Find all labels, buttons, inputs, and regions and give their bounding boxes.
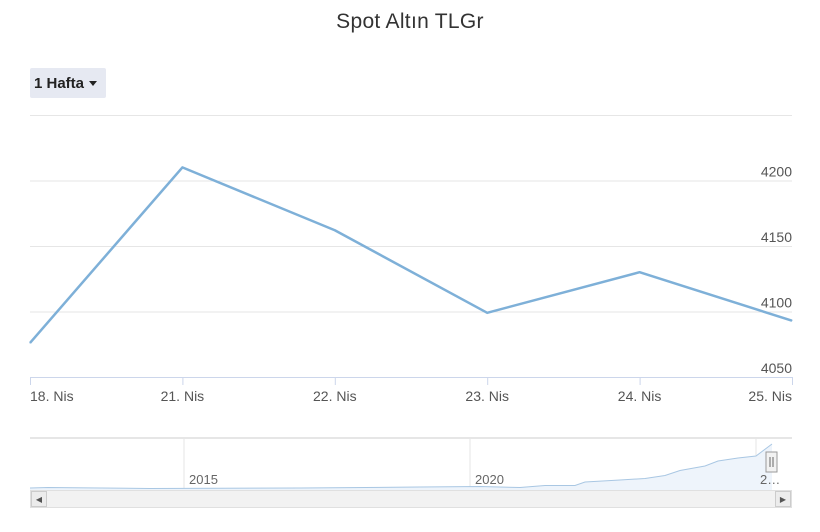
range-selector-dropdown[interactable]: 1 Hafta: [30, 68, 106, 98]
data-point: [334, 229, 336, 231]
y-tick-label: 4100: [761, 295, 792, 311]
arrow-left-icon: ◀: [35, 494, 43, 504]
scroll-right-button[interactable]: ▶: [775, 491, 791, 507]
arrow-right-icon: ▶: [779, 494, 787, 504]
y-tick-label: 4050: [761, 360, 792, 376]
navigator-year-label: 2015: [189, 472, 218, 487]
navigator-area: [30, 444, 772, 490]
x-axis-ticks: 18. Nis 21. Nis 22. Nis 23. Nis 24. Nis 25. N…: [30, 377, 793, 404]
navigator-series-line: [29, 443, 773, 490]
chart-title: Spot Altın TLGr: [336, 10, 484, 33]
x-tick-label: 18. Nis: [30, 388, 74, 404]
navigator-scrollbar[interactable]: ◀ ▶: [30, 490, 792, 508]
y-tick-label: 4200: [761, 164, 792, 180]
navigator-year-label: 2020: [475, 472, 504, 487]
caret-down-icon: [89, 80, 98, 86]
data-point: [29, 342, 31, 344]
scroll-left-button[interactable]: ◀: [31, 491, 47, 507]
navigator[interactable]: 2015 2020 2…: [0, 430, 820, 490]
grid-lines: [30, 115, 792, 313]
y-axis-ticks: 4050 4100 4150 4200: [761, 164, 792, 377]
navigator-year-label: 2…: [760, 472, 780, 487]
range-selector-label: 1 Hafta: [34, 74, 85, 92]
series-layer: [29, 166, 793, 344]
data-point: [181, 166, 183, 168]
x-tick-label: 23. Nis: [465, 388, 509, 404]
navigator-handle[interactable]: [765, 451, 778, 473]
main-chart: 4050 4100 4150 4200 18. Nis 21. Nis 22. Nis 23…: [29, 115, 793, 404]
x-tick-label: 25. Nis: [748, 388, 792, 404]
series-line: [29, 166, 793, 344]
data-point: [486, 312, 488, 314]
x-tick-label: 22. Nis: [313, 388, 357, 404]
x-tick-label: 21. Nis: [161, 388, 205, 404]
x-tick-label: 24. Nis: [618, 388, 662, 404]
y-tick-label: 4150: [761, 229, 792, 245]
data-point: [639, 271, 641, 273]
data-point: [791, 320, 793, 322]
